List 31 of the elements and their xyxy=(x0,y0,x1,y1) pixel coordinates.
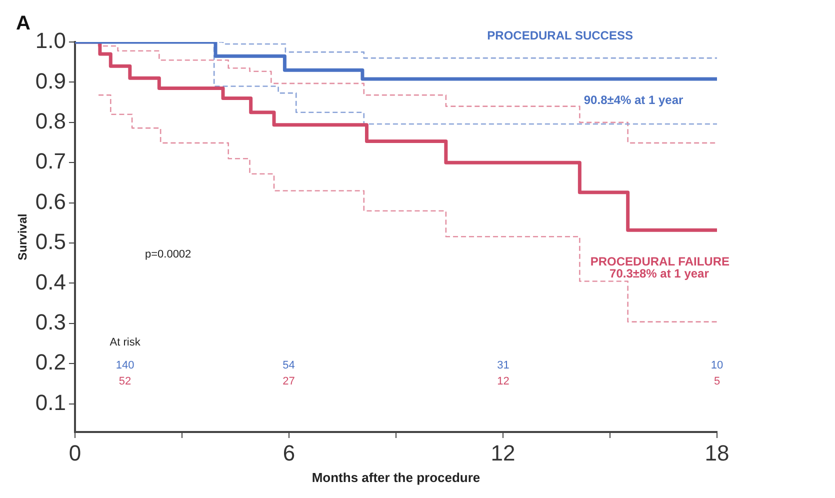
chart-title: A xyxy=(16,12,30,35)
annotation: 5 xyxy=(714,375,720,388)
y-tick-label: 0.2 xyxy=(35,350,66,375)
annotation: 70.3±8% at 1 year xyxy=(610,266,710,280)
annotation: 140 xyxy=(116,360,134,372)
y-tick-label: 0.1 xyxy=(35,390,66,415)
y-axis-title: Survival xyxy=(16,214,30,260)
y-tick-label: 0.5 xyxy=(35,229,66,254)
x-axis-title: Months after the procedure xyxy=(312,470,480,485)
annotation: 90.8±4% at 1 year xyxy=(584,92,684,107)
x-tick-label: 6 xyxy=(282,440,296,466)
annotation: 27 xyxy=(282,375,295,388)
annotation: 54 xyxy=(282,360,295,372)
annotation: At risk xyxy=(110,336,141,348)
x-tick-label: 18 xyxy=(704,440,730,466)
y-tick-label: 0.7 xyxy=(35,148,66,174)
annotation: 31 xyxy=(497,360,510,372)
text: PROCEDURAL SUCCESS xyxy=(487,28,633,42)
annotation: p=0.0002 xyxy=(144,248,192,261)
y-tick-label: 0.8 xyxy=(35,108,66,134)
x-tick-label: 12 xyxy=(490,440,516,466)
x-tick-label: 0 xyxy=(68,440,82,466)
y-tick-label: 1.0 xyxy=(35,28,66,54)
annotation: 10 xyxy=(710,360,724,372)
y-tick-label: 0.3 xyxy=(35,310,66,335)
annotation: 12 xyxy=(497,375,510,388)
y-tick-label: 0.9 xyxy=(35,68,66,94)
text: PROCEDURAL FAILURE xyxy=(590,254,730,268)
annotation: 52 xyxy=(118,375,132,388)
y-tick-label: 0.6 xyxy=(35,188,66,214)
y-tick-label: 0.4 xyxy=(35,269,66,294)
